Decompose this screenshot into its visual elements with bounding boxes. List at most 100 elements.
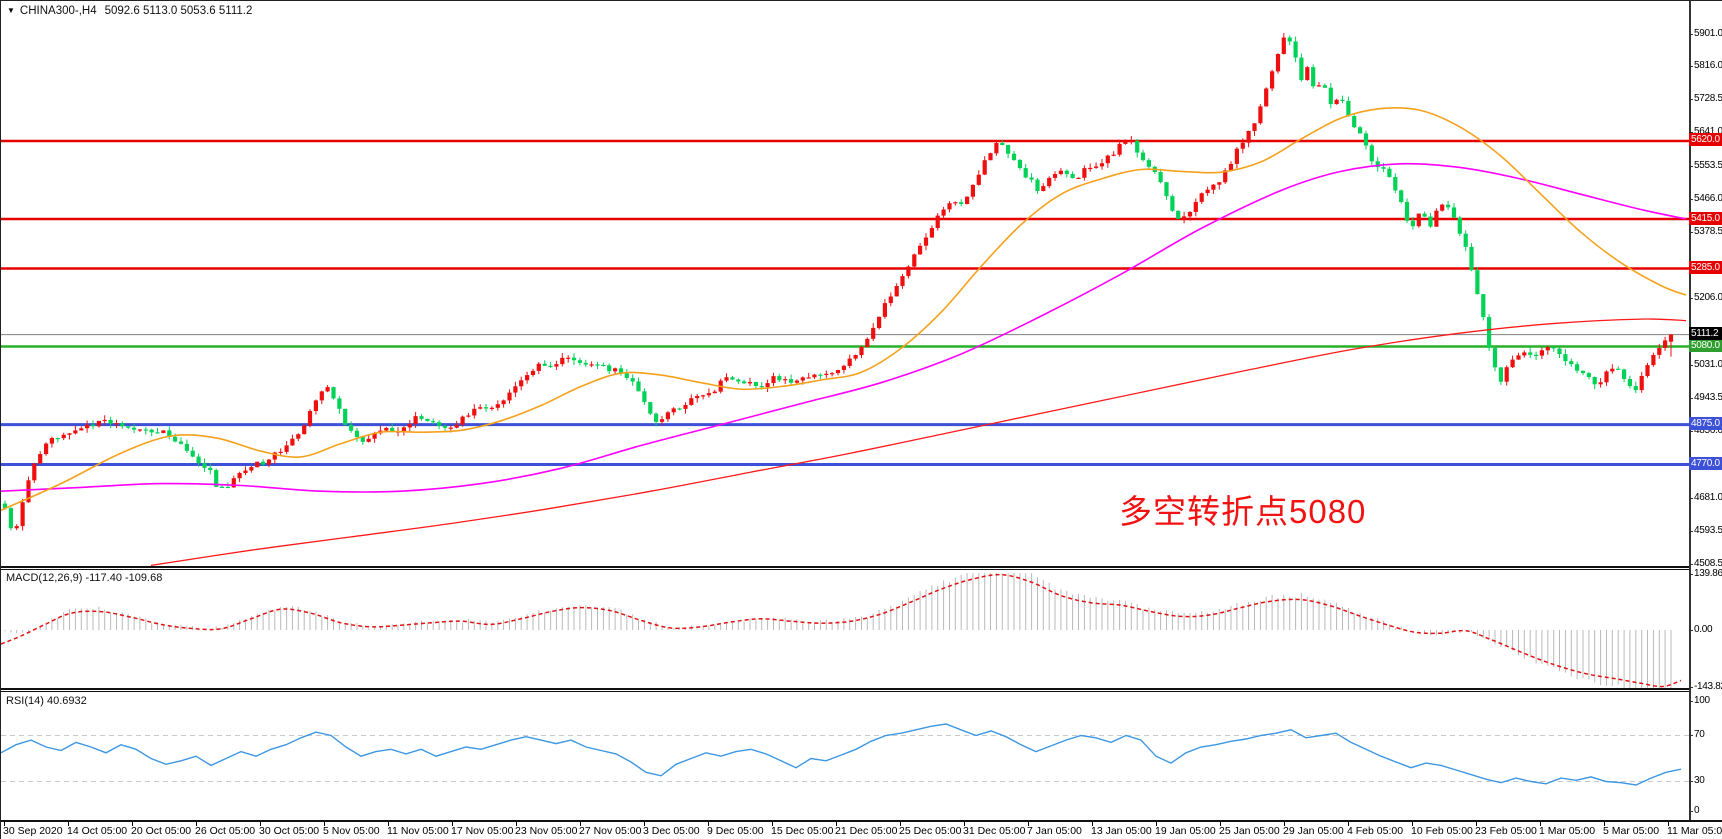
date-label: 3 Dec 05:00 [643, 825, 700, 837]
rsi-tick-label: 100 [1694, 695, 1710, 706]
date-tick-mark [836, 821, 837, 826]
axis-tick-mark [1689, 564, 1693, 565]
panel-separator[interactable] [1, 566, 1689, 568]
date-tick-mark [1220, 821, 1221, 826]
date-label: 11 Nov 05:00 [387, 825, 449, 837]
axis-tick-mark [1689, 298, 1693, 299]
axis-tick-mark [1689, 398, 1693, 399]
axis-tick-mark [1689, 232, 1693, 233]
date-tick-mark [452, 821, 453, 826]
price-tick-label: 5728.5 [1694, 93, 1722, 104]
date-label: 26 Oct 05:00 [195, 825, 256, 837]
date-label: 20 Oct 05:00 [131, 825, 192, 837]
symbol-ohlc-values: 5092.6 5113.0 5053.6 5111.2 [104, 5, 253, 17]
date-label: 30 Oct 05:00 [259, 825, 320, 837]
date-tick-mark [388, 821, 389, 826]
rsi-tick-label: 70 [1694, 729, 1705, 740]
panel-separator-line [1, 569, 1689, 570]
price-tick-label: 4943.5 [1694, 392, 1722, 403]
price-tick-label: 5031.0 [1694, 359, 1722, 370]
rsi-line [1, 723, 1682, 786]
date-tick-mark [1156, 821, 1157, 826]
axis-tick-mark [1689, 735, 1693, 736]
rsi-indicator-label: RSI(14) 40.6932 [6, 695, 87, 707]
price-tick-label: 5378.5 [1694, 226, 1722, 237]
date-label: 21 Dec 05:00 [835, 825, 898, 837]
axis-tick-mark [1689, 687, 1693, 688]
macd-tick-label: 0.00 [1694, 624, 1713, 635]
macd-chart[interactable] [1, 570, 1689, 693]
axis-tick-mark [1689, 811, 1693, 812]
candles[interactable] [2, 33, 1674, 531]
price-tick-label: 5553.5 [1694, 160, 1722, 171]
date-label: 25 Jan 05:00 [1219, 825, 1280, 837]
axis-tick-mark [1689, 199, 1693, 200]
axis-tick-mark [1689, 498, 1693, 499]
date-label: 9 Dec 05:00 [707, 825, 764, 837]
price-axis[interactable]: 5901.0 5816.0 5728.5 5641.0 5553.5 5466.0 5378… [1689, 1, 1722, 821]
axis-tick-mark [1689, 781, 1693, 782]
date-label: 5 Nov 05:00 [323, 825, 380, 837]
rsi-tick-label: 0 [1694, 805, 1700, 816]
date-tick-mark [772, 821, 773, 826]
symbol-dropdown-icon[interactable]: ▼ [7, 6, 15, 15]
main-chart[interactable] [1, 1, 1689, 571]
level-badge-5620.0: 5620.0 [1689, 133, 1722, 146]
date-tick-mark [260, 821, 261, 826]
date-tick-mark [580, 821, 581, 826]
price-tick-label: 4593.5 [1694, 525, 1722, 536]
date-label: 25 Dec 05:00 [899, 825, 962, 837]
price-tick-label: 5466.0 [1694, 193, 1722, 204]
macd-canvas[interactable] [1, 570, 1689, 689]
price-tick-label: 4681.0 [1694, 492, 1722, 503]
date-tick-mark [1604, 821, 1605, 826]
time-axis-divider [1, 820, 1722, 822]
macd-indicator-label: MACD(12,26,9) -117.40 -109.68 [6, 572, 163, 584]
level-badge-5080.0: 5080.0 [1689, 339, 1722, 352]
axis-tick-mark [1689, 630, 1693, 631]
date-label: 23 Feb 05:00 [1475, 825, 1537, 837]
date-label: 31 Dec 05:00 [963, 825, 1026, 837]
rsi-canvas[interactable] [1, 692, 1689, 820]
axis-tick-mark [1689, 34, 1693, 35]
axis-tick-mark [1689, 132, 1693, 133]
price-tick-label: 5641.0 [1694, 126, 1722, 137]
axis-tick-mark [1689, 166, 1693, 167]
date-label: 10 Feb 05:00 [1411, 825, 1473, 837]
time-axis[interactable]: 30 Sep 2020 14 Oct 05:00 20 Oct 05:00 26 Oc… [1, 821, 1722, 839]
date-label: 29 Jan 05:00 [1283, 825, 1344, 837]
date-label: 27 Nov 05:00 [579, 825, 642, 837]
price-tick-label: 5901.0 [1694, 28, 1722, 39]
main-chart-canvas[interactable] [1, 1, 1689, 567]
date-tick-mark [1412, 821, 1413, 826]
date-label: 5 Mar 05:00 [1603, 825, 1660, 837]
rsi-tick-label: 30 [1694, 775, 1705, 786]
axis-tick-mark [1689, 531, 1693, 532]
macd-histogram [4, 573, 1672, 689]
level-badge-5285.0: 5285.0 [1689, 261, 1722, 274]
panel-separator[interactable] [1, 688, 1689, 690]
rsi-chart[interactable] [1, 692, 1689, 825]
level-badge-4770.0: 4770.0 [1689, 457, 1722, 470]
date-tick-mark [132, 821, 133, 826]
date-tick-mark [4, 821, 5, 826]
axis-tick-mark [1689, 365, 1693, 366]
macd-tick-label: -143.82 [1694, 681, 1722, 692]
axis-tick-mark [1689, 66, 1693, 67]
date-tick-mark [900, 821, 901, 826]
axis-tick-mark [1689, 99, 1693, 100]
date-label: 14 Oct 05:00 [67, 825, 128, 837]
price-tick-label: 4856.0 [1694, 425, 1722, 436]
current-price-badge: 5111.2 [1689, 327, 1722, 340]
date-label: 15 Dec 05:00 [771, 825, 834, 837]
annotation-text: 多空转折点5080 [1119, 493, 1367, 530]
symbol-info-bar: ▼ CHINA300-,H4 5092.6 5113.0 5053.6 5111.2 [7, 5, 252, 17]
ma-line-fast [1, 106, 1687, 511]
axis-tick-mark [1689, 431, 1693, 432]
axis-tick-mark [1689, 574, 1693, 575]
date-tick-mark [68, 821, 69, 826]
ma-line-mid [1, 162, 1687, 493]
date-label: 19 Jan 05:00 [1155, 825, 1216, 837]
ma-line-slow [150, 318, 1687, 567]
